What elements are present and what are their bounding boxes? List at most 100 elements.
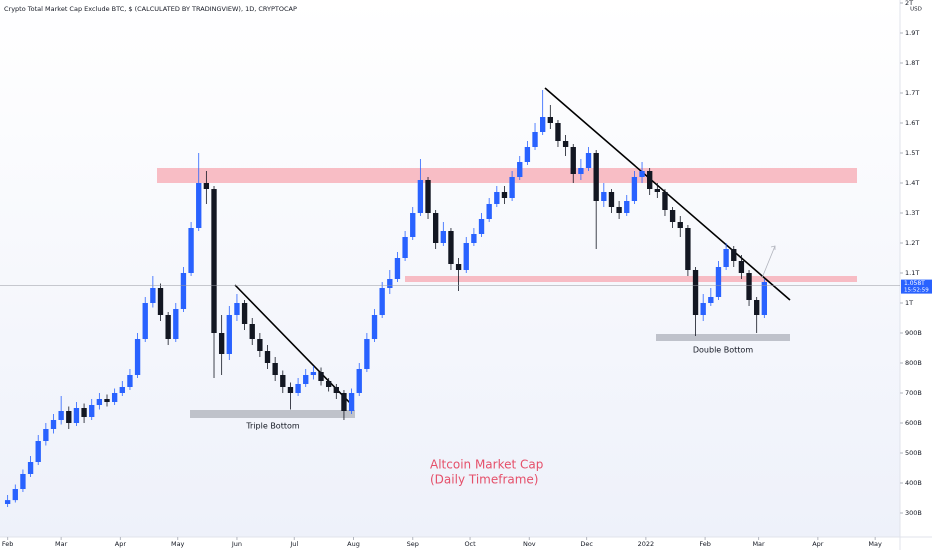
candle-body (677, 222, 683, 228)
candle-body (89, 405, 95, 417)
annotation: Double Bottom (693, 346, 753, 355)
candle-body (685, 228, 691, 270)
candle-body (394, 258, 401, 279)
candle-body (43, 429, 49, 441)
x-tick-label: Feb (2, 540, 14, 548)
candle-body (463, 243, 469, 270)
y-tick-label: 1.6T (905, 119, 919, 127)
candle-body (448, 231, 454, 264)
candle-body (440, 231, 446, 243)
chart-title: Crypto Total Market Cap Exclude BTC, $ (… (4, 5, 297, 13)
candle-body (264, 351, 271, 363)
y-tick-label: 1T (905, 299, 913, 307)
candle-body (662, 192, 668, 210)
candle-body (570, 147, 576, 174)
candle-body (455, 264, 462, 270)
candle-body (188, 228, 194, 273)
candle-body (234, 303, 240, 315)
candle-body (203, 183, 210, 189)
y-tick-label: 600B (905, 419, 922, 427)
candle-body (287, 387, 294, 393)
candle-body (364, 339, 370, 369)
candle-body (494, 192, 500, 204)
x-tick-label: Oct (464, 540, 476, 548)
y-tick-label: 400B (905, 479, 922, 487)
candle-body (410, 213, 416, 237)
y-tick-label: 1.5T (905, 149, 919, 157)
candle-body (249, 324, 255, 339)
candle-body (540, 117, 546, 132)
drawings (157, 87, 857, 418)
candle-body (318, 372, 324, 381)
arrow-head (770, 245, 776, 250)
x-tick-label: Sep (407, 540, 419, 548)
x-tick-label: Mar (55, 540, 68, 548)
y-tick-label: 2T (905, 0, 913, 7)
projection-arrow (761, 245, 776, 279)
candle-body (692, 270, 699, 315)
x-tick-label: Apr (812, 540, 824, 548)
candle-body (134, 339, 141, 375)
candle-body (562, 141, 569, 147)
x-tick-label: Aug (347, 540, 360, 548)
candle-body (532, 132, 538, 147)
candle-body (196, 183, 202, 228)
watermark: (Daily Timeframe) (430, 473, 539, 487)
candle-body (761, 282, 768, 315)
candle-body (280, 375, 286, 387)
x-tick-label: Nov (523, 540, 536, 548)
x-tick-label: Mar (752, 540, 765, 548)
candle-body (723, 249, 729, 267)
candle-body (478, 219, 485, 234)
resistance-zone (157, 168, 857, 183)
x-tick-label: Feb (699, 540, 711, 548)
candle-body (20, 474, 26, 489)
candle-body (111, 393, 118, 402)
y-tick-label: 1.9T (905, 29, 919, 37)
candle-body (578, 168, 584, 174)
trend-line (234, 284, 353, 406)
candle-body (432, 213, 439, 243)
candle-body (127, 375, 133, 387)
candle-body (471, 234, 477, 243)
candle-body (555, 123, 561, 141)
x-tick-label: May (868, 540, 882, 548)
y-tick-label: 1.4T (905, 179, 919, 187)
candle-body (417, 180, 424, 213)
candle-body (35, 441, 41, 462)
candle-body (66, 411, 72, 423)
candle-body (585, 153, 592, 168)
y-tick-label: 1.7T (905, 89, 919, 97)
candle-body (73, 408, 80, 423)
candle-body (211, 189, 217, 333)
candle-body (731, 249, 737, 261)
double-bottom-zone (656, 334, 790, 341)
candle-body (165, 315, 171, 339)
candle-body (150, 288, 156, 303)
y-tick-label: 1.8T (905, 59, 919, 67)
currency: USD (910, 7, 922, 13)
candle-body (387, 279, 393, 288)
y-tick-label: 1.3T (905, 209, 919, 217)
candle-body (173, 309, 179, 339)
candle-body (754, 300, 760, 315)
candle-body (715, 267, 722, 297)
candle-body (303, 375, 309, 384)
y-tick-label: 1.1T (905, 269, 919, 277)
candle-body (547, 117, 553, 123)
candle-body (654, 189, 660, 192)
x-tick-label: Dec (580, 540, 593, 548)
candle-body (700, 303, 706, 315)
candle-body (524, 147, 531, 162)
candle-body (27, 462, 34, 474)
candle-body (402, 237, 408, 258)
y-tick-label: 700B (905, 389, 922, 397)
y-tick-label: 500B (905, 449, 922, 457)
candle-body (616, 207, 622, 213)
candle-body (96, 399, 103, 405)
candle-body (348, 393, 355, 411)
candle-body (142, 303, 148, 339)
candle-body (486, 204, 492, 219)
candle-body (631, 177, 638, 201)
